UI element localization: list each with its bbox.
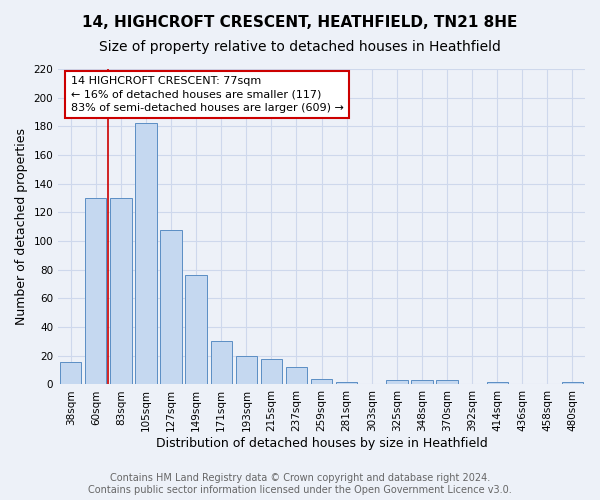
Bar [110,198,131,384]
Text: Contains HM Land Registry data © Crown copyright and database right 2024.
Contai: Contains HM Land Registry data © Crown c… [88,474,512,495]
Bar [85,198,106,384]
Bar [160,230,182,384]
Bar [286,368,307,384]
Bar [136,124,157,384]
Text: 14, HIGHCROFT CRESCENT, HEATHFIELD, TN21 8HE: 14, HIGHCROFT CRESCENT, HEATHFIELD, TN21… [82,15,518,30]
Bar [60,362,82,384]
Bar [487,382,508,384]
Bar [436,380,458,384]
Bar [311,378,332,384]
Y-axis label: Number of detached properties: Number of detached properties [15,128,28,325]
Bar [261,358,282,384]
Text: 14 HIGHCROFT CRESCENT: 77sqm
← 16% of detached houses are smaller (117)
83% of s: 14 HIGHCROFT CRESCENT: 77sqm ← 16% of de… [71,76,344,112]
Bar [562,382,583,384]
Bar [411,380,433,384]
X-axis label: Distribution of detached houses by size in Heathfield: Distribution of detached houses by size … [156,437,487,450]
Text: Size of property relative to detached houses in Heathfield: Size of property relative to detached ho… [99,40,501,54]
Bar [211,342,232,384]
Bar [185,276,207,384]
Bar [386,380,407,384]
Bar [236,356,257,384]
Bar [336,382,358,384]
